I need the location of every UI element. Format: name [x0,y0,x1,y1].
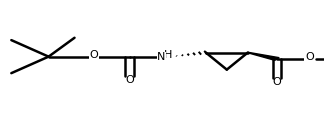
Text: O: O [305,52,314,62]
Text: O: O [89,50,98,60]
Polygon shape [248,52,279,60]
Text: O: O [272,77,282,87]
Text: O: O [125,75,134,85]
Text: N: N [157,52,166,62]
Text: H: H [164,50,173,59]
